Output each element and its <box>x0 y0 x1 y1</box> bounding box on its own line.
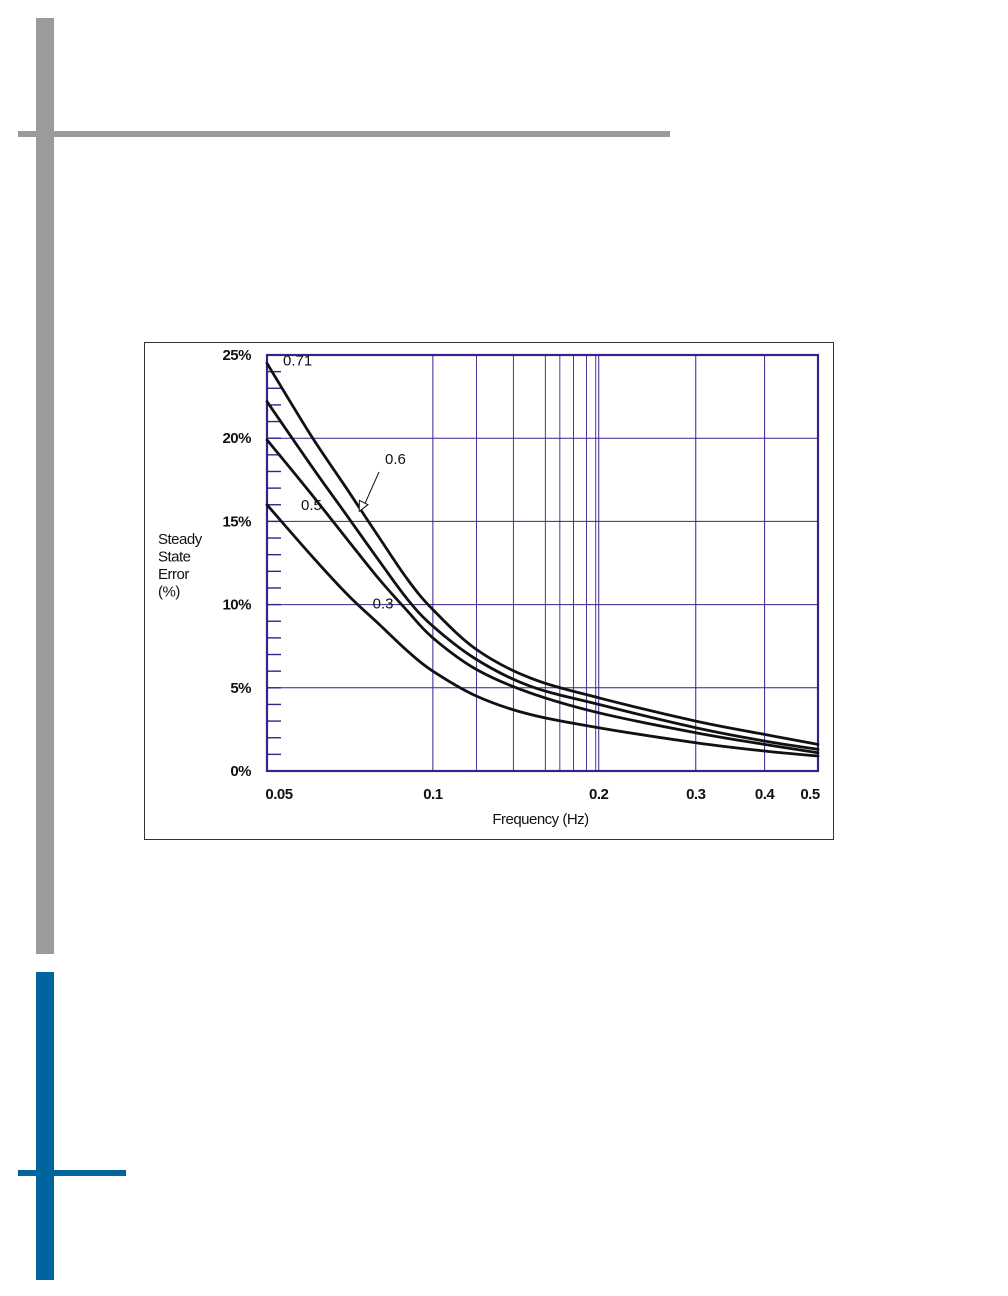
curve-label: 0.5 <box>301 497 322 514</box>
y-tick-label: 20% <box>222 430 251 447</box>
x-tick-label: 0.3 <box>686 786 706 803</box>
x-tick-label: 0.2 <box>589 786 609 803</box>
labels-layer: 0% 5% 10% 15% 20% 25% 0.05 0.1 0.2 0.3 0.4 0.5 Frequ… <box>158 347 820 828</box>
grid-layer <box>267 355 818 771</box>
x-tick-label: 0.4 <box>755 786 776 803</box>
curves-layer <box>265 361 820 758</box>
gray-vertical-bar <box>36 18 54 954</box>
y-axis-label-line: Steady <box>158 531 203 548</box>
curve-label: 0.71 <box>283 352 312 369</box>
blue-vertical-bar <box>36 972 54 1280</box>
y-axis-label-line: State <box>158 549 191 566</box>
y-tick-label: 5% <box>230 680 251 697</box>
axes-layer <box>265 353 820 773</box>
y-axis-label-line: (%) <box>158 584 180 601</box>
curve-line <box>265 503 820 758</box>
x-tick-label: 0.5 <box>800 786 820 803</box>
curve-line <box>265 400 820 751</box>
gray-horizontal-rule <box>18 131 670 137</box>
chart-frame: 0% 5% 10% 15% 20% 25% 0.05 0.1 0.2 0.3 0.4 0.5 Frequ… <box>144 342 834 840</box>
x-tick-label: 0.05 <box>265 786 292 803</box>
annotation-arrowhead <box>358 499 369 513</box>
y-tick-label: 0% <box>230 763 251 780</box>
y-tick-label: 15% <box>222 513 251 530</box>
curve-label-0-6: 0.6 <box>385 451 406 468</box>
y-tick-label: 10% <box>222 597 251 614</box>
y-axis-label-line: Error <box>158 566 189 583</box>
curve-label: 0.3 <box>373 596 394 613</box>
plot-border <box>265 353 820 773</box>
blue-horizontal-rule <box>18 1170 126 1176</box>
curve-line <box>265 438 820 755</box>
x-axis-label: Frequency (Hz) <box>492 811 589 828</box>
x-tick-label: 0.1 <box>423 786 443 803</box>
steady-state-error-chart: 0% 5% 10% 15% 20% 25% 0.05 0.1 0.2 0.3 0.4 0.5 Frequ… <box>158 347 820 828</box>
annotation-arrow-line <box>362 471 380 508</box>
y-tick-label: 25% <box>222 347 251 364</box>
curve-line <box>265 361 820 746</box>
